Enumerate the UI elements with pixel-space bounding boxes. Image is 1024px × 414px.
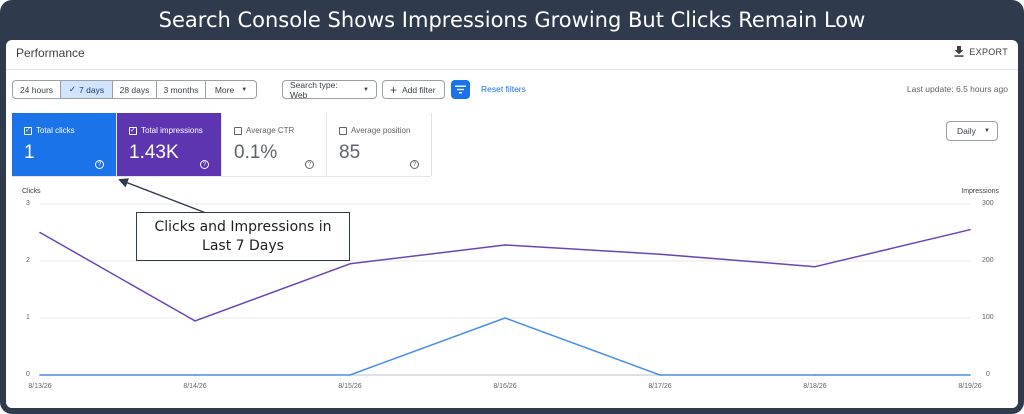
- callout-annotation: Clicks and Impressions in Last 7 Days: [136, 212, 350, 261]
- x-tick-label: 8/16/26: [493, 383, 517, 390]
- divider: [12, 176, 431, 177]
- left-tick-label: 0: [26, 371, 30, 378]
- metric-card-total-clicks[interactable]: ✓ Total clicks 1 ?: [12, 113, 117, 176]
- checkbox-unchecked-icon: [339, 126, 347, 135]
- data-point: [194, 374, 196, 376]
- help-icon[interactable]: ?: [410, 160, 419, 169]
- x-tick-label: 8/13/26: [28, 383, 52, 390]
- metric-label: Average position: [351, 126, 411, 135]
- check-icon: ✓: [68, 84, 77, 94]
- right-axis-label: Impressions: [961, 188, 999, 195]
- data-point: [194, 320, 196, 322]
- data-point: [659, 374, 661, 376]
- granularity-dropdown[interactable]: Daily ▼: [946, 121, 998, 141]
- date-range-selector: 24 hours ✓ 7 days 28 days 3 months More ▼: [12, 80, 257, 99]
- data-point: [504, 317, 506, 319]
- series-line-total-clicks: [40, 317, 970, 376]
- left-tick-label: 1: [26, 314, 30, 321]
- checkbox-checked-icon: ✓: [129, 126, 137, 135]
- x-tick-label: 8/15/26: [338, 383, 362, 390]
- metric-label: Total impressions: [141, 126, 203, 135]
- reset-filters-link[interactable]: Reset filters: [481, 84, 526, 94]
- dropdown-caret-icon: ▼: [363, 86, 369, 93]
- left-tick-label: 3: [26, 200, 30, 207]
- metric-value: 85: [339, 142, 361, 163]
- date-range-more[interactable]: More ▼: [214, 84, 248, 95]
- x-tick-label: 8/17/26: [648, 383, 672, 390]
- right-tick-label: 0: [986, 371, 990, 378]
- data-point: [814, 374, 816, 376]
- dropdown-caret-icon: ▼: [984, 128, 990, 134]
- data-point: [349, 374, 351, 376]
- download-icon: [954, 46, 964, 57]
- export-button[interactable]: EXPORT: [954, 46, 1008, 57]
- metric-value: 1.43K: [129, 142, 179, 163]
- banner-title: Search Console Shows Impressions Growing…: [158, 8, 866, 32]
- date-range-3-months[interactable]: 3 months: [157, 81, 206, 98]
- data-point: [504, 244, 506, 246]
- date-range-24-hours[interactable]: 24 hours: [13, 81, 61, 98]
- data-point: [659, 253, 661, 255]
- performance-header: Performance EXPORT: [6, 40, 1018, 70]
- data-point: [969, 374, 971, 376]
- data-point: [39, 374, 41, 376]
- help-icon[interactable]: ?: [200, 160, 209, 169]
- plus-icon: +: [390, 82, 398, 97]
- right-tick-label: 300: [982, 200, 994, 207]
- page-title: Performance: [16, 46, 85, 60]
- data-point: [969, 228, 971, 231]
- x-tick-label: 8/18/26: [803, 383, 827, 390]
- left-tick-label: 2: [26, 257, 30, 264]
- help-icon[interactable]: ?: [95, 160, 104, 169]
- filter-settings-button[interactable]: [451, 80, 470, 99]
- right-tick-label: 200: [982, 257, 994, 264]
- date-range-28-days[interactable]: 28 days: [113, 81, 157, 98]
- metric-card-total-impressions[interactable]: ✓ Total impressions 1.43K ?: [117, 113, 222, 176]
- date-range-7-days[interactable]: ✓ 7 days: [61, 81, 113, 98]
- data-point: [39, 231, 41, 234]
- x-tick-label: 8/19/26: [958, 383, 982, 390]
- export-label: EXPORT: [969, 46, 1008, 57]
- metric-label: Average CTR: [246, 126, 295, 135]
- performance-panel: Performance EXPORT 24 hours ✓ 7 days 28 d…: [6, 40, 1018, 408]
- add-filter-button[interactable]: + Add filter: [382, 80, 445, 99]
- metric-card-average-ctr[interactable]: Average CTR 0.1% ?: [222, 113, 327, 176]
- search-type-dropdown[interactable]: Search type: Web ▼: [282, 80, 377, 100]
- right-tick-label: 100: [982, 314, 994, 321]
- checkbox-unchecked-icon: [234, 126, 242, 135]
- left-axis-label: Clicks: [22, 188, 41, 195]
- help-icon[interactable]: ?: [305, 160, 314, 169]
- dropdown-caret-icon: ▼: [241, 86, 248, 93]
- filter-icon: [455, 85, 466, 94]
- x-tick-label: 8/14/26: [183, 383, 207, 390]
- last-update-text: Last update: 6.5 hours ago: [906, 84, 1008, 94]
- filter-bar: 24 hours ✓ 7 days 28 days 3 months More ▼…: [12, 80, 1008, 100]
- performance-chart: [39, 178, 971, 376]
- checkbox-checked-icon: ✓: [24, 126, 32, 135]
- data-point: [814, 265, 816, 268]
- data-point: [349, 263, 351, 265]
- metric-label: Total clicks: [36, 126, 75, 135]
- metric-card-average-position[interactable]: Average position 85 ?: [327, 113, 432, 176]
- metric-value: 1: [24, 142, 35, 163]
- metric-value: 0.1%: [234, 142, 278, 163]
- callout-arrow: [118, 178, 207, 214]
